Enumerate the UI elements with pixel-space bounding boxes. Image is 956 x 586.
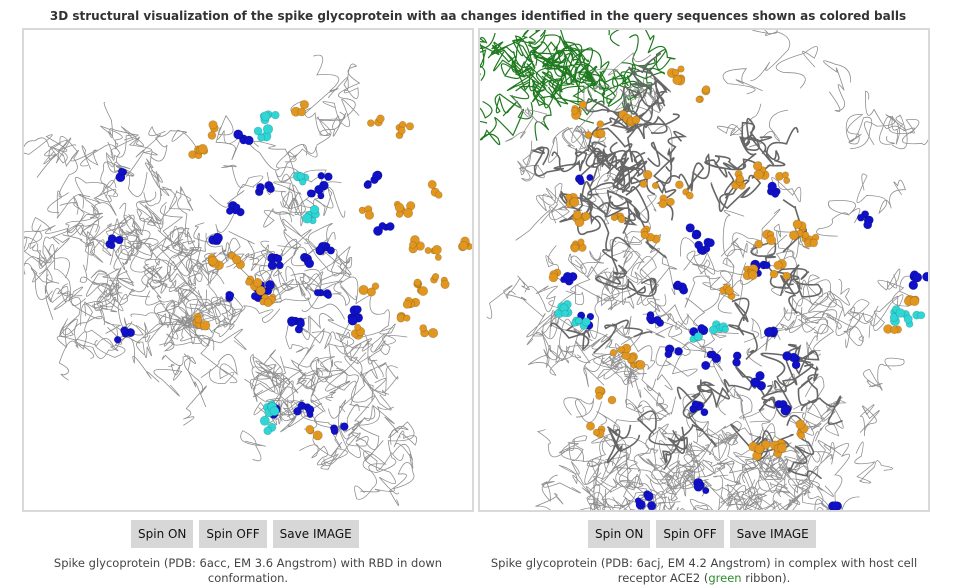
backbone-tangle [486,30,928,510]
spin-off-button[interactable]: Spin OFF [656,520,724,548]
viewer-controls-left: Spin ON Spin OFF Save IMAGE [131,520,359,548]
save-image-button[interactable]: Save IMAGE [729,520,816,548]
viewer-controls-right: Spin ON Spin OFF Save IMAGE [588,520,816,548]
mutation-balls-orange [548,65,920,461]
mutation-balls-blue [105,129,395,435]
protein-render-6acj[interactable] [480,30,928,510]
structure-viewer-6acc[interactable] [22,28,474,512]
page-title: 3D structural visualization of the spike… [49,9,907,23]
spin-on-button[interactable]: Spin ON [588,520,651,548]
caption-6acc: Spike glycoprotein (PDB: 6acc, EM 3.6 An… [53,556,443,585]
caption-green-word: green [708,571,742,585]
spin-on-button[interactable]: Spin ON [131,520,194,548]
structure-viewer-6acj[interactable] [478,28,930,512]
caption-6acj: Spike glycoprotein (PDB: 6acj, EM 4.2 An… [478,556,930,586]
protein-render-6acc[interactable] [24,30,472,510]
mutation-balls-cyan [554,299,926,343]
spin-off-button[interactable]: Spin OFF [199,520,267,548]
save-image-button[interactable]: Save IMAGE [272,520,359,548]
backbone-tangle [24,54,418,506]
mutation-balls-cyan [253,110,320,436]
caption-text-end: ribbon). [741,571,791,585]
caption-text-start: Spike glycoprotein (PDB: 6acj, EM 4.2 An… [490,556,918,585]
mutation-balls-orange [188,99,472,441]
